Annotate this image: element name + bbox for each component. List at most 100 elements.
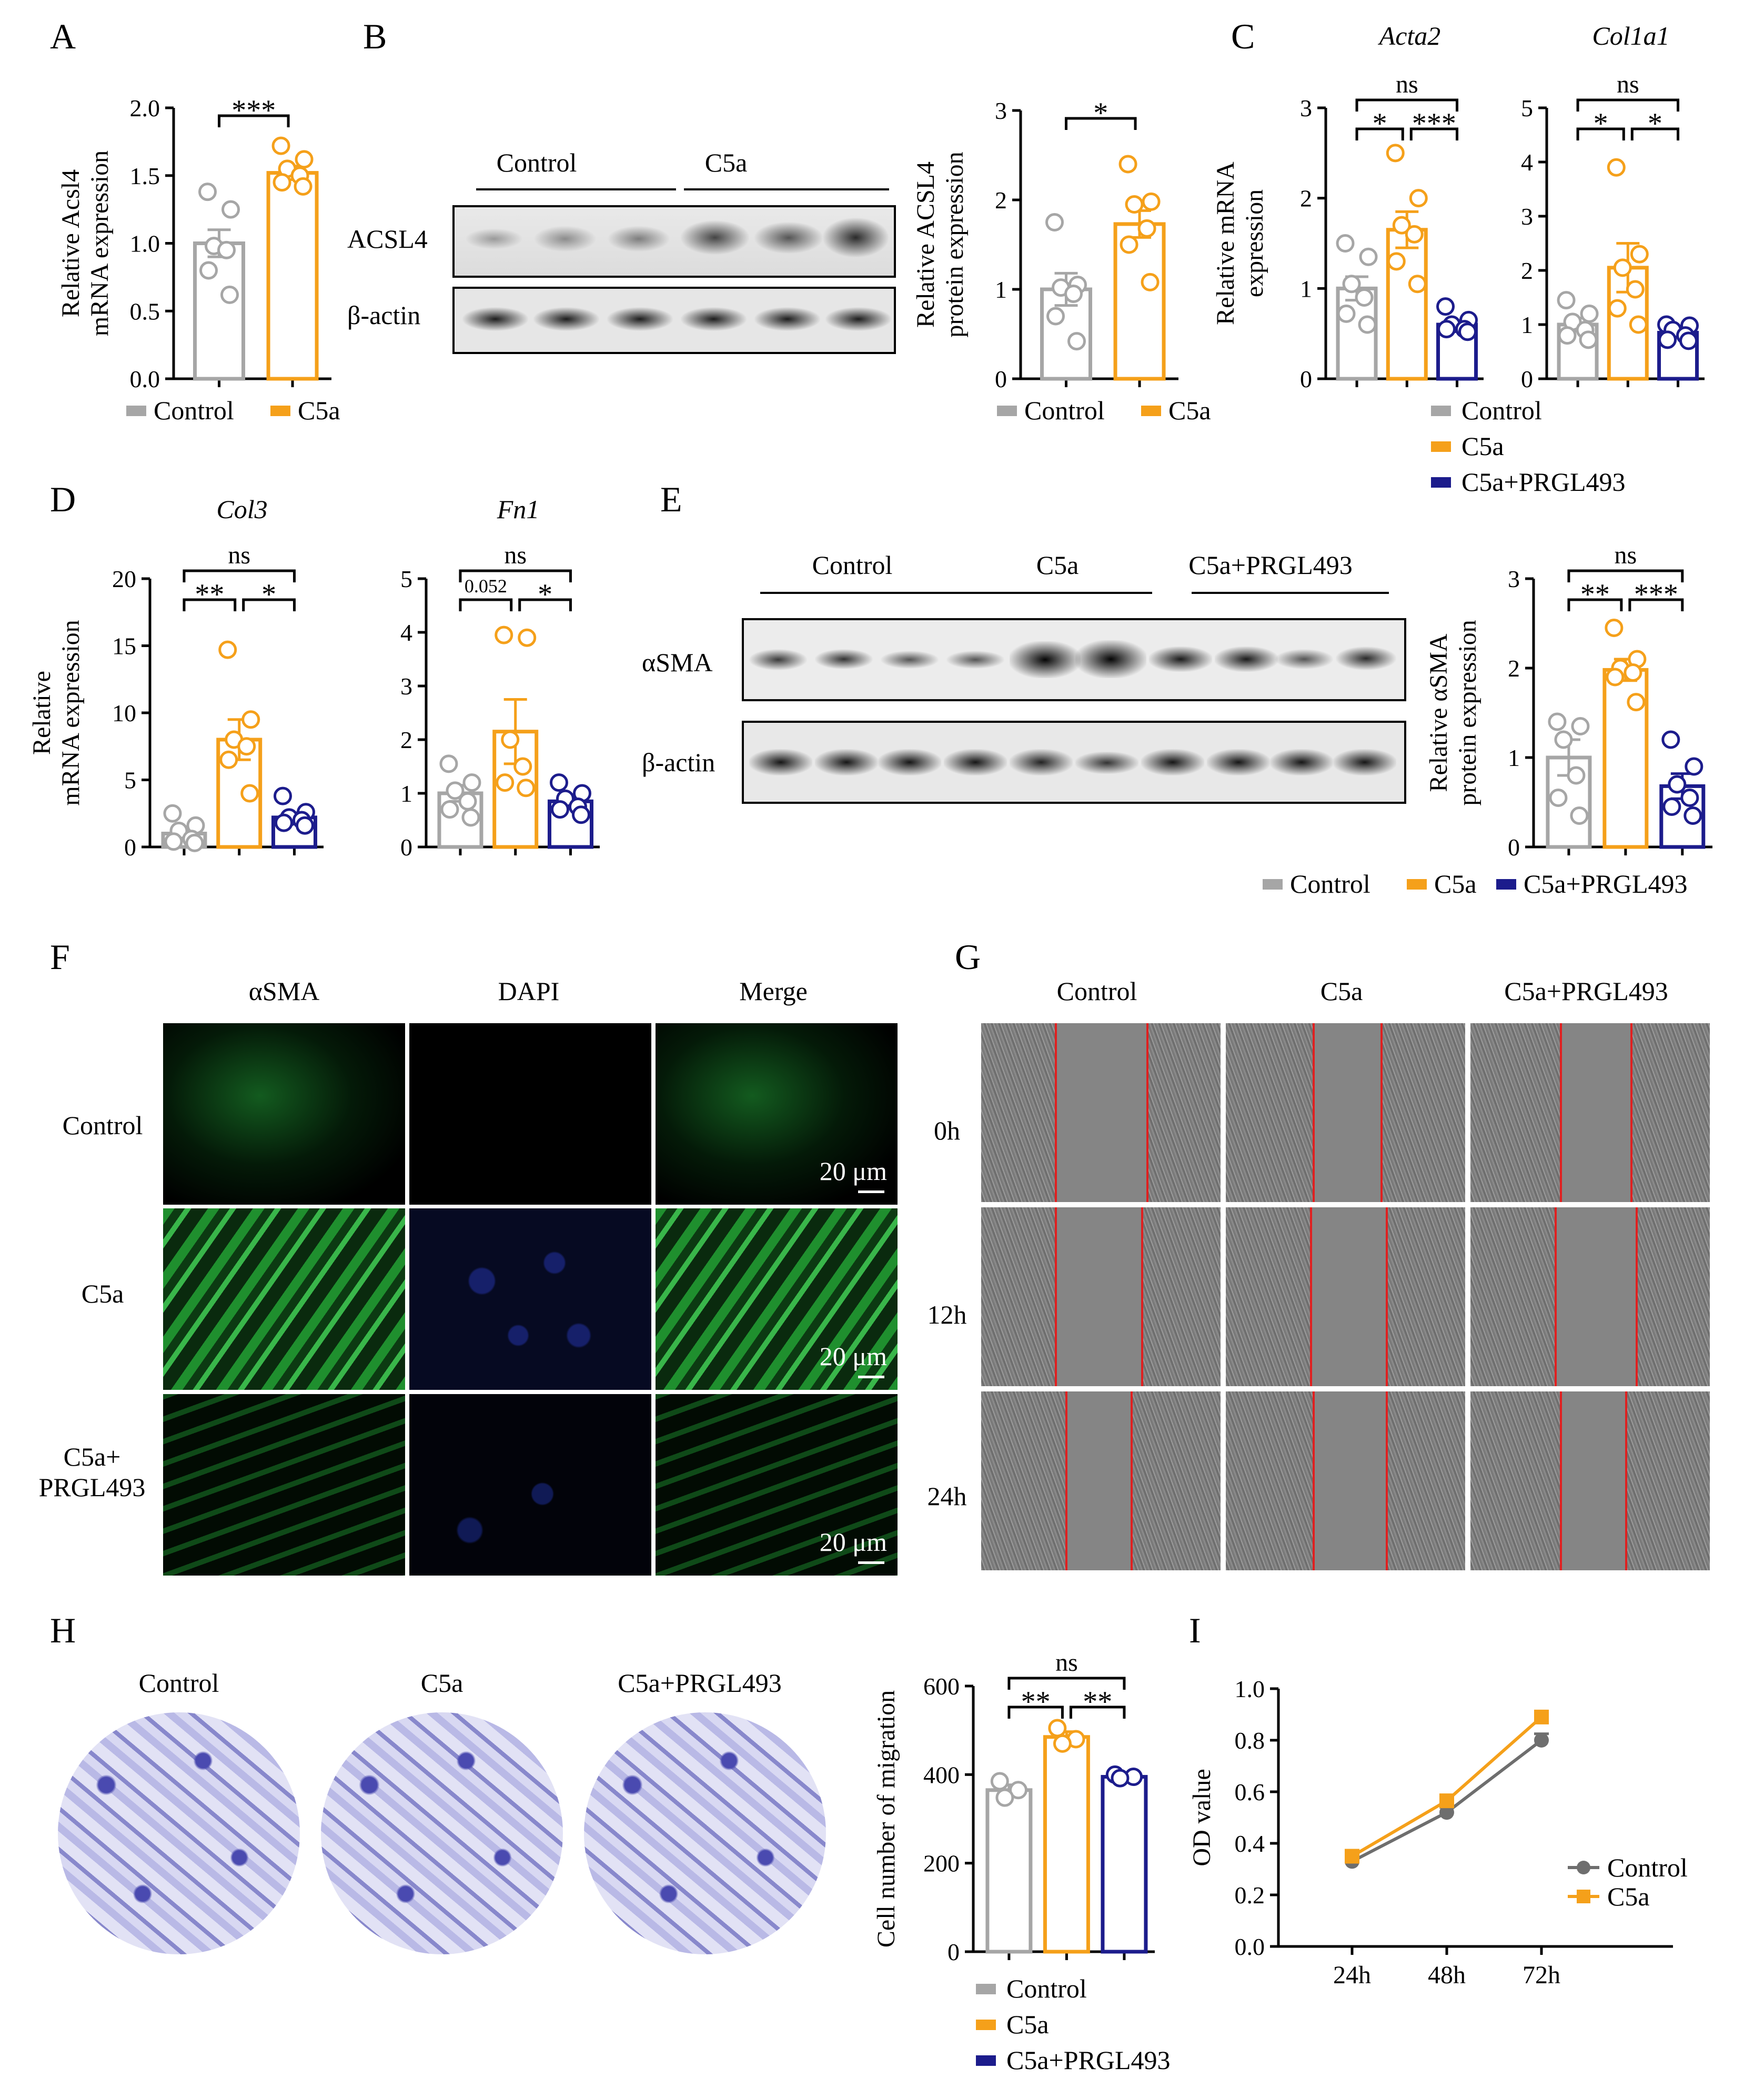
x-tick-label: 48h	[1428, 1961, 1466, 1989]
y-tick-label: 200	[923, 1850, 960, 1877]
data-point	[1668, 775, 1687, 794]
if-image	[409, 1208, 651, 1390]
data-point	[1570, 806, 1589, 825]
y-axis-label: expression	[1241, 189, 1268, 297]
y-tick-label: 2	[1300, 185, 1312, 212]
data-point	[990, 1772, 1009, 1791]
significance-label: ***	[1412, 107, 1456, 140]
y-tick-label: 3	[1521, 203, 1533, 230]
blot-e-row-actin: β-actin	[642, 748, 715, 777]
panel-label-g: G	[955, 937, 981, 977]
y-tick-label: 2.0	[130, 95, 160, 122]
h-col-prgl: C5a+PRGL493	[618, 1668, 782, 1698]
significance-label: *	[538, 578, 552, 611]
if-image	[163, 1023, 405, 1205]
legend-label: C5a+PRGL493	[1524, 869, 1688, 899]
y-tick-label: 15	[112, 633, 136, 660]
y-tick-label: 0.8	[1235, 1727, 1265, 1754]
data-point	[240, 784, 259, 803]
data-point	[1439, 1793, 1454, 1809]
data-point	[185, 833, 204, 852]
scratch-gap	[1065, 1391, 1133, 1570]
data-point	[501, 730, 520, 749]
data-point	[1405, 225, 1424, 244]
y-tick-label: 0	[947, 1939, 960, 1965]
legend-label: C5a	[1168, 396, 1211, 425]
legend-label: Control	[1290, 869, 1370, 899]
data-point	[271, 136, 290, 155]
significance-label: **	[1580, 578, 1610, 611]
blot-e-group-control: Control	[812, 550, 893, 580]
data-point	[1580, 304, 1599, 323]
if-image: 20 μm	[656, 1394, 898, 1576]
data-point	[1436, 297, 1455, 316]
g-col-control: Control	[1056, 976, 1137, 1006]
y-tick-label: 0.0	[1235, 1933, 1265, 1960]
data-point	[1111, 1769, 1130, 1788]
f-row-c5a: C5a	[81, 1279, 124, 1308]
y-tick-label: 1	[400, 780, 412, 807]
data-point	[241, 710, 260, 729]
data-point	[1359, 247, 1378, 266]
data-point	[1342, 275, 1361, 294]
y-tick-label: 0.4	[1235, 1830, 1265, 1857]
blot-b-row-actin: β-actin	[347, 300, 421, 330]
data-point	[1137, 219, 1156, 238]
data-point	[1045, 213, 1064, 231]
g-col-c5a: C5a	[1320, 976, 1363, 1006]
scratch-image	[981, 1207, 1221, 1386]
y-tick-label: 0.2	[1235, 1882, 1265, 1909]
data-point	[1608, 299, 1627, 318]
data-point	[1624, 663, 1642, 682]
y-tick-label: 1	[995, 276, 1007, 303]
data-point	[1630, 245, 1649, 264]
data-point	[1629, 315, 1648, 334]
y-axis-label: Relative mRNA	[1212, 162, 1239, 325]
y-tick-label: 4	[1521, 149, 1533, 176]
data-point	[1345, 1849, 1359, 1864]
significance-label: ***	[1634, 578, 1678, 611]
y-tick-label: 5	[1521, 95, 1533, 122]
significance-label: ns	[504, 541, 527, 569]
data-point	[274, 813, 293, 832]
data-point	[1046, 307, 1065, 326]
y-tick-label: 1	[1300, 275, 1312, 302]
y-tick-label: 2	[1521, 257, 1533, 284]
g-row-12h: 12h	[927, 1300, 967, 1329]
data-point	[219, 750, 238, 769]
y-tick-label: 0	[995, 366, 1007, 392]
data-point	[1120, 235, 1138, 254]
data-point	[1606, 668, 1625, 687]
significance-label: *	[1093, 97, 1108, 129]
y-tick-label: 2	[995, 187, 1007, 214]
y-tick-label: 5	[400, 566, 412, 592]
y-tick-label: 1.0	[130, 230, 160, 257]
if-image	[163, 1394, 405, 1576]
data-point	[495, 625, 513, 644]
scratch-gap	[1310, 1207, 1388, 1386]
scratch-gap	[1313, 1023, 1383, 1202]
data-point	[1437, 320, 1456, 339]
data-point	[1549, 789, 1568, 807]
scale-bar	[858, 1376, 884, 1378]
f-col-asma: αSMA	[248, 976, 320, 1006]
data-point	[273, 786, 292, 805]
legend-label: Control	[1607, 1853, 1688, 1882]
blot-b-row-acsl4: ACSL4	[347, 224, 428, 254]
y-axis-label: Relative ACSL4	[912, 162, 940, 328]
data-point	[1337, 304, 1356, 323]
data-point	[295, 150, 314, 169]
y-axis-label: protein expression	[1454, 620, 1481, 805]
scratch-image	[1226, 1207, 1465, 1386]
y-tick-label: 0	[1300, 366, 1312, 392]
data-point	[1680, 789, 1699, 807]
data-point	[199, 261, 218, 280]
if-image	[163, 1208, 405, 1390]
data-point	[1685, 757, 1703, 776]
data-point	[1125, 195, 1144, 214]
data-point	[1387, 252, 1406, 271]
significance-label: 0.052	[465, 576, 507, 597]
data-point	[1557, 291, 1576, 310]
